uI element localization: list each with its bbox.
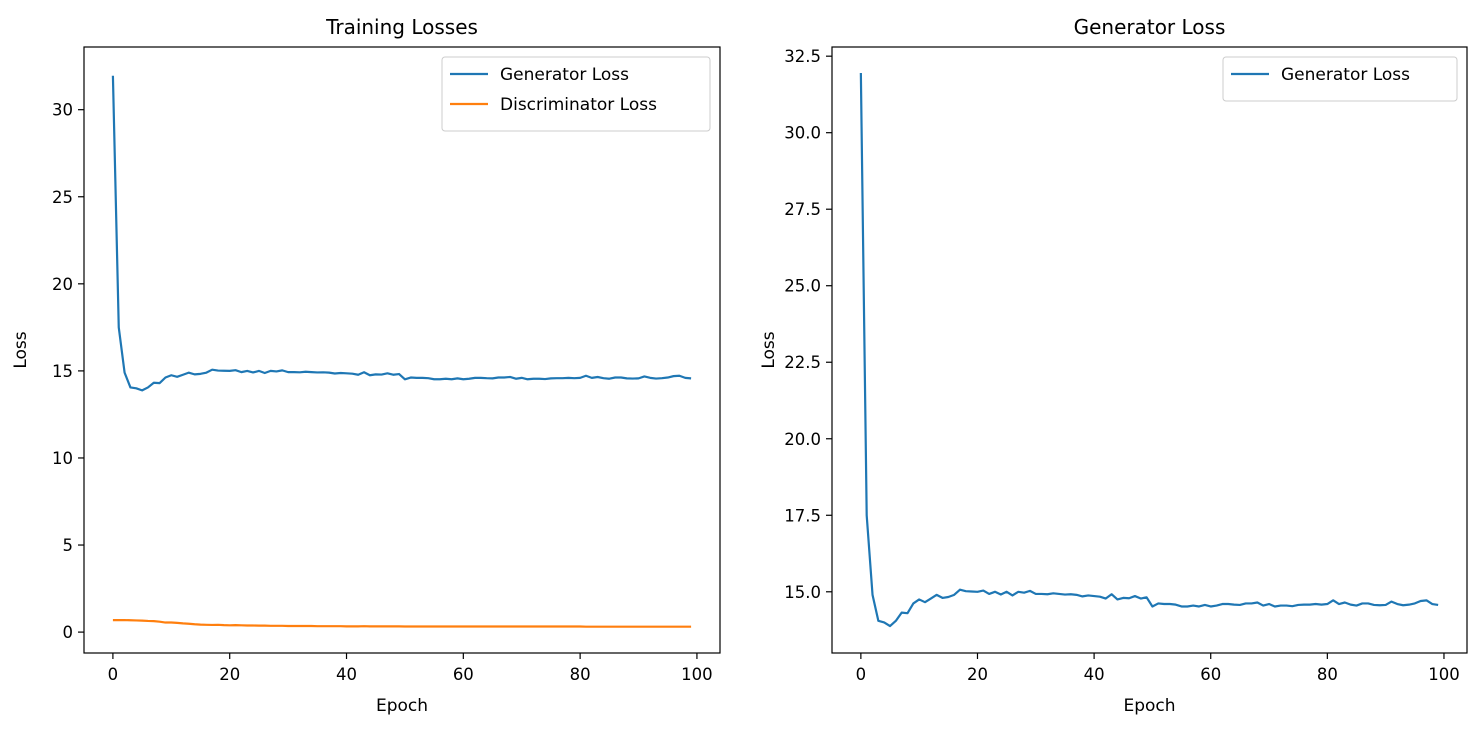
training-losses-x-tick-label: 100: [681, 665, 713, 684]
generator-loss-plot-frame: [831, 46, 1468, 654]
generator-loss-x-tick-label: 80: [1317, 665, 1338, 684]
training-losses-chart: 0 20 40 60 80 100 0 5 10 15 20 25 30 Training Losses E…: [11, 15, 721, 716]
generator-loss-x-tick-label: 20: [967, 665, 988, 684]
training-losses-legend: Generator Loss Discriminator Loss: [441, 56, 711, 132]
training-losses-title: Training Losses: [325, 15, 478, 39]
generator-loss-y-tick-label: 22.5: [784, 353, 821, 372]
training-losses-y-tick-label: 25: [52, 188, 73, 207]
generator-loss-legend: Generator Loss: [1222, 56, 1458, 102]
generator-loss-y-tick-label: 32.5: [784, 47, 821, 66]
training-losses-y-tick-label: 20: [52, 275, 73, 294]
training-losses-y-tick-label: 30: [52, 101, 73, 120]
generator-loss-x-tick-label: 0: [856, 665, 867, 684]
training-losses-legend-label: Generator Loss: [500, 65, 629, 85]
generator-loss-title: Generator Loss: [1074, 15, 1226, 39]
training-losses-legend-box: [441, 56, 711, 132]
generator-loss-x-tick-label: 100: [1428, 665, 1460, 684]
generator-loss-legend-label: Generator Loss: [1281, 65, 1410, 85]
training-losses-x-tick-label: 20: [219, 665, 240, 684]
training-losses-plot-frame: [83, 46, 721, 654]
generator-loss-y-tick-label: 30.0: [784, 124, 821, 143]
training-losses-x-tick-label: 40: [336, 665, 357, 684]
training-losses-series-generator-loss: [111, 75, 692, 392]
generator-loss-x-tick-label: 60: [1200, 665, 1221, 684]
generator-loss-y-tick-label: 15.0: [784, 583, 821, 602]
training-losses-y-tick-label: 15: [52, 362, 73, 381]
generator-loss-x-tick-label: 40: [1084, 665, 1105, 684]
generator-loss-chart: 0 20 40 60 80 100 15.0 17.5 20.0 22.5 25.0 27.5 30.0…: [759, 15, 1468, 716]
training-losses-y-axis-label: Loss: [11, 331, 31, 368]
training-losses-x-axis-label: Epoch: [376, 696, 428, 716]
training-losses-x-tick-label: 80: [570, 665, 591, 684]
generator-loss-legend-box: [1222, 56, 1458, 102]
generator-loss-y-tick-label: 20.0: [784, 430, 821, 449]
generator-loss-y-tick-label: 25.0: [784, 277, 821, 296]
training-losses-legend-label: Discriminator Loss: [500, 95, 657, 115]
training-losses-x-tick-label: 60: [453, 665, 474, 684]
generator-loss-y-tick-label: 17.5: [784, 506, 821, 525]
generator-loss-y-axis-label: Loss: [759, 331, 779, 368]
generator-loss-y-tick-label: 27.5: [784, 200, 821, 219]
training-losses-y-tick-label: 10: [52, 449, 73, 468]
training-losses-x-tick-label: 0: [108, 665, 119, 684]
generator-loss-x-axis-label: Epoch: [1123, 696, 1175, 716]
training-losses-y-tick-label: 5: [63, 536, 74, 555]
training-losses-series-discriminator-loss: [112, 618, 692, 628]
training-losses-y-tick-label: 0: [63, 623, 74, 642]
generator-loss-series-generator-loss: [859, 73, 1439, 628]
